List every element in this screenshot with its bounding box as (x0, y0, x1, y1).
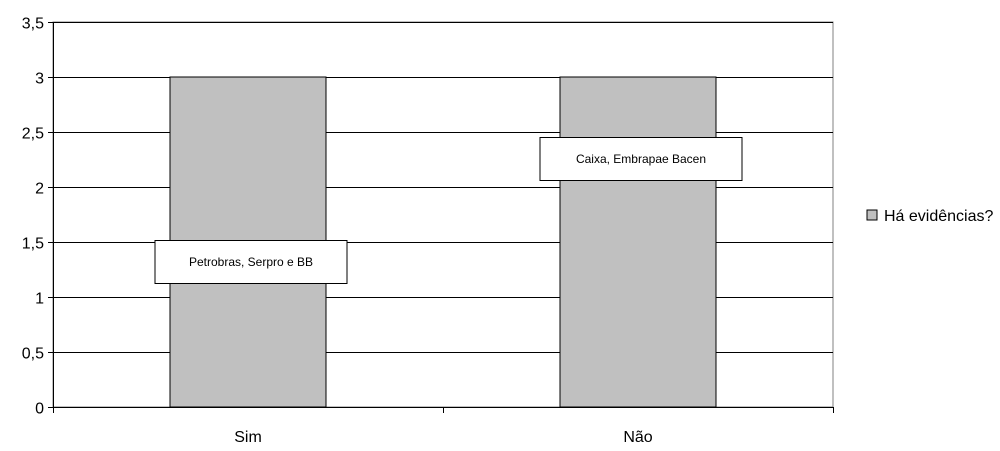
y-tick-label: 2,5 (22, 126, 44, 143)
y-tick-label: 3,5 (22, 16, 44, 33)
annotation-text: Caixa, Embrapae Bacen (576, 152, 706, 166)
annotation-label: Caixa, Embrapae Bacen (540, 138, 742, 181)
y-tick-label: 1 (35, 291, 44, 308)
x-category-label: Sim (234, 429, 262, 446)
legend: Há evidências? (867, 208, 994, 225)
y-axis: 0 0,5 1 1,5 2 2,5 3 3,5 (22, 16, 54, 418)
y-tick-label: 1,5 (22, 236, 44, 253)
legend-swatch (867, 210, 877, 220)
y-tick-label: 3 (35, 71, 44, 88)
y-tick-label: 2 (35, 181, 44, 198)
bar-não (560, 77, 716, 407)
annotation-label: Petrobras, Serpro e BB (155, 241, 347, 284)
annotation-text: Petrobras, Serpro e BB (189, 255, 313, 269)
x-category-label: Não (623, 429, 652, 446)
y-tick-label: 0 (35, 401, 44, 418)
legend-label: Há evidências? (884, 208, 994, 225)
x-axis: Sim Não (53, 407, 834, 446)
y-tick-label: 0,5 (22, 346, 44, 363)
